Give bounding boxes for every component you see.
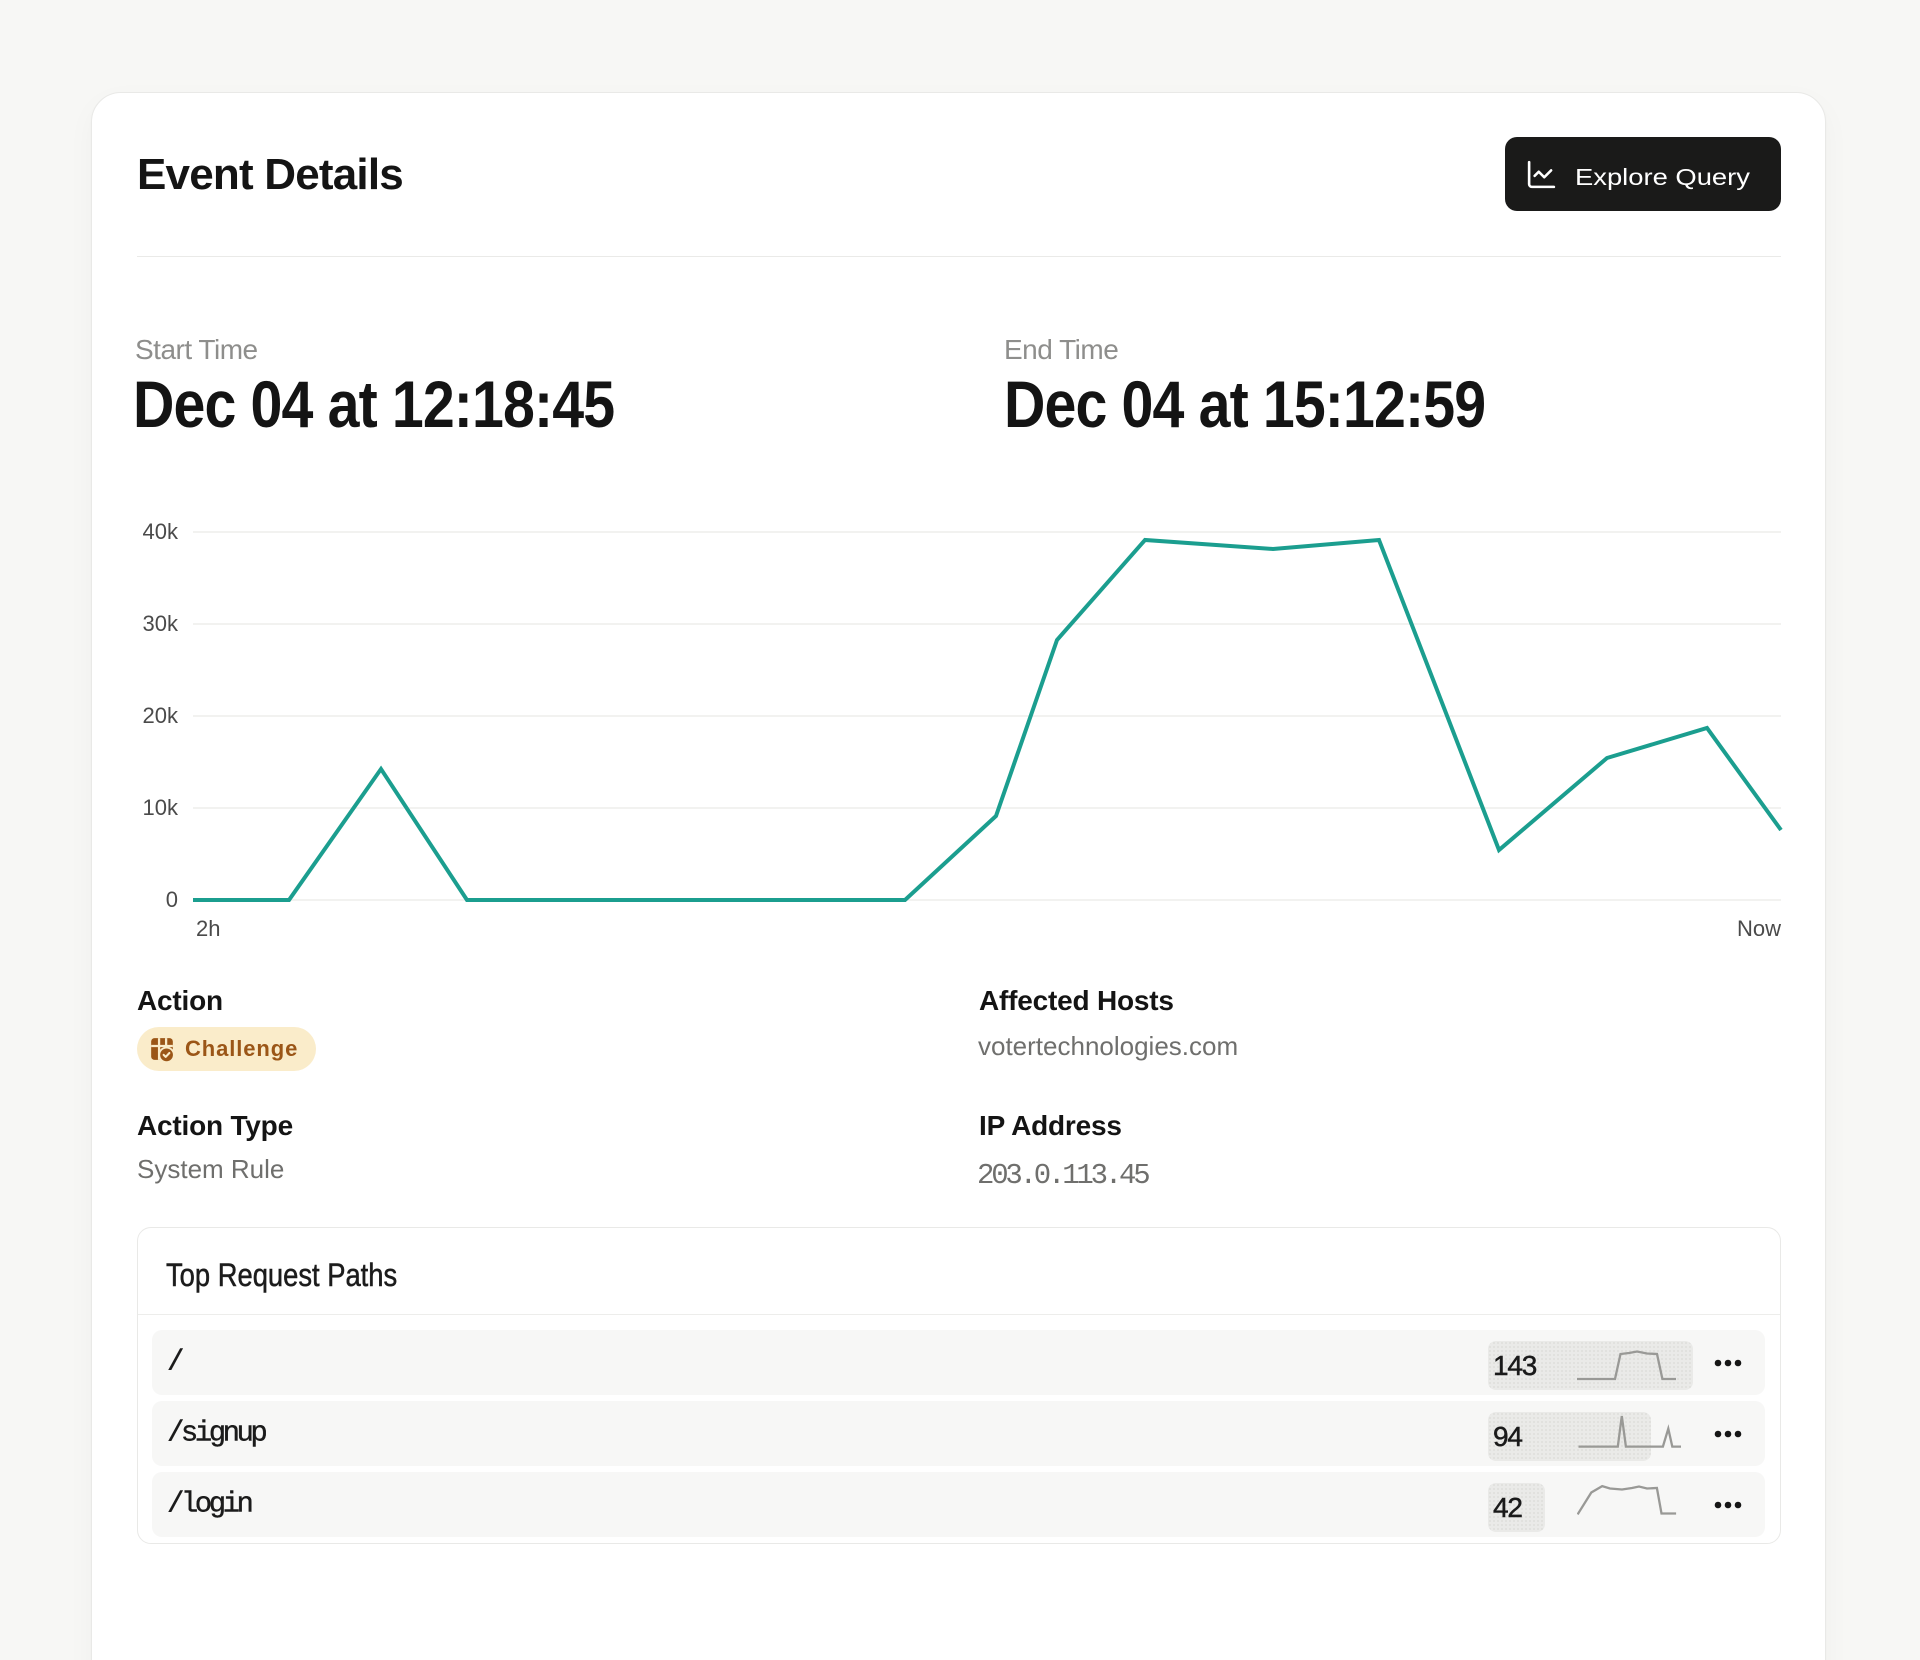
svg-text:10k: 10k	[143, 795, 179, 820]
svg-text:Now: Now	[1737, 916, 1781, 941]
svg-text:0: 0	[166, 887, 178, 912]
svg-text:30k: 30k	[143, 611, 179, 636]
svg-text:40k: 40k	[143, 519, 179, 544]
svg-text:20k: 20k	[143, 703, 179, 728]
svg-text:2h: 2h	[196, 916, 220, 941]
